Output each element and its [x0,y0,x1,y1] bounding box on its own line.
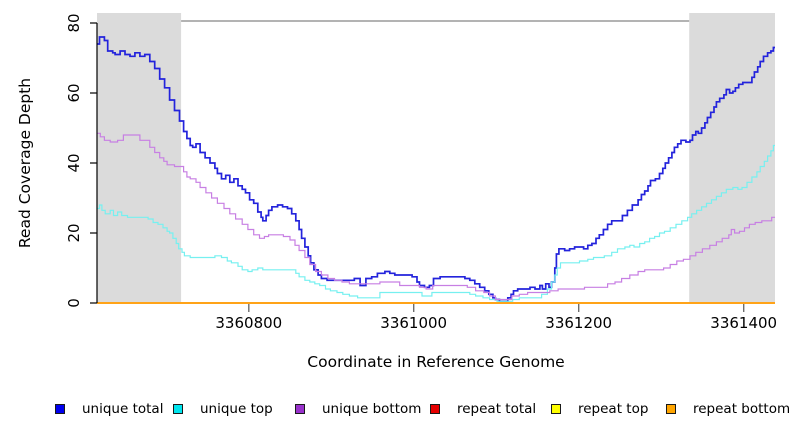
x-tick-label-3361200: 3361200 [545,314,612,332]
y-tick-label-60: 60 [65,83,83,102]
y-tick-label-40: 40 [65,153,83,172]
y-axis-title: Read Coverage Depth [16,78,34,248]
series-unique-total-line [97,36,775,303]
y-tick-label-20: 20 [65,223,83,242]
shaded-region-0 [97,13,182,303]
legend-swatch-repeat-bottom [666,404,676,414]
legend-label: unique total [82,401,164,417]
legend-label: unique top [200,401,273,417]
legend-swatch-unique-bottom [295,404,305,414]
legend-item-repeat-top: repeat top [551,399,648,419]
legend-swatch-repeat-top [551,404,561,414]
y-tick-label-0: 0 [65,298,83,308]
legend-label: repeat total [457,401,537,417]
x-tick-label-3361000: 3361000 [380,314,447,332]
legend-item-repeat-total: repeat total [430,399,536,419]
x-axis-title: Coordinate in Reference Genome [307,353,564,371]
shaded-region-1 [689,13,775,303]
y-tick-label-80: 80 [65,13,83,32]
x-tick-label-3360800: 3360800 [215,314,282,332]
legend-item-repeat-bottom: repeat bottom [666,399,790,419]
legend-label: unique bottom [322,401,422,417]
legend-item-unique-total: unique total [55,399,163,419]
series-unique-top-line [97,144,775,302]
legend-item-unique-bottom: unique bottom [295,399,421,419]
x-tick-label-3361400: 3361400 [710,314,777,332]
legend-swatch-unique-total [55,404,65,414]
series-unique-bottom-line [97,132,775,301]
legend-swatch-repeat-total [430,404,440,414]
legend-label: repeat bottom [693,401,791,417]
legend-item-unique-top: unique top [173,399,273,419]
legend-label: repeat top [578,401,649,417]
chart-legend: unique total unique top unique bottom repea… [0,399,792,425]
legend-swatch-unique-top [173,404,183,414]
